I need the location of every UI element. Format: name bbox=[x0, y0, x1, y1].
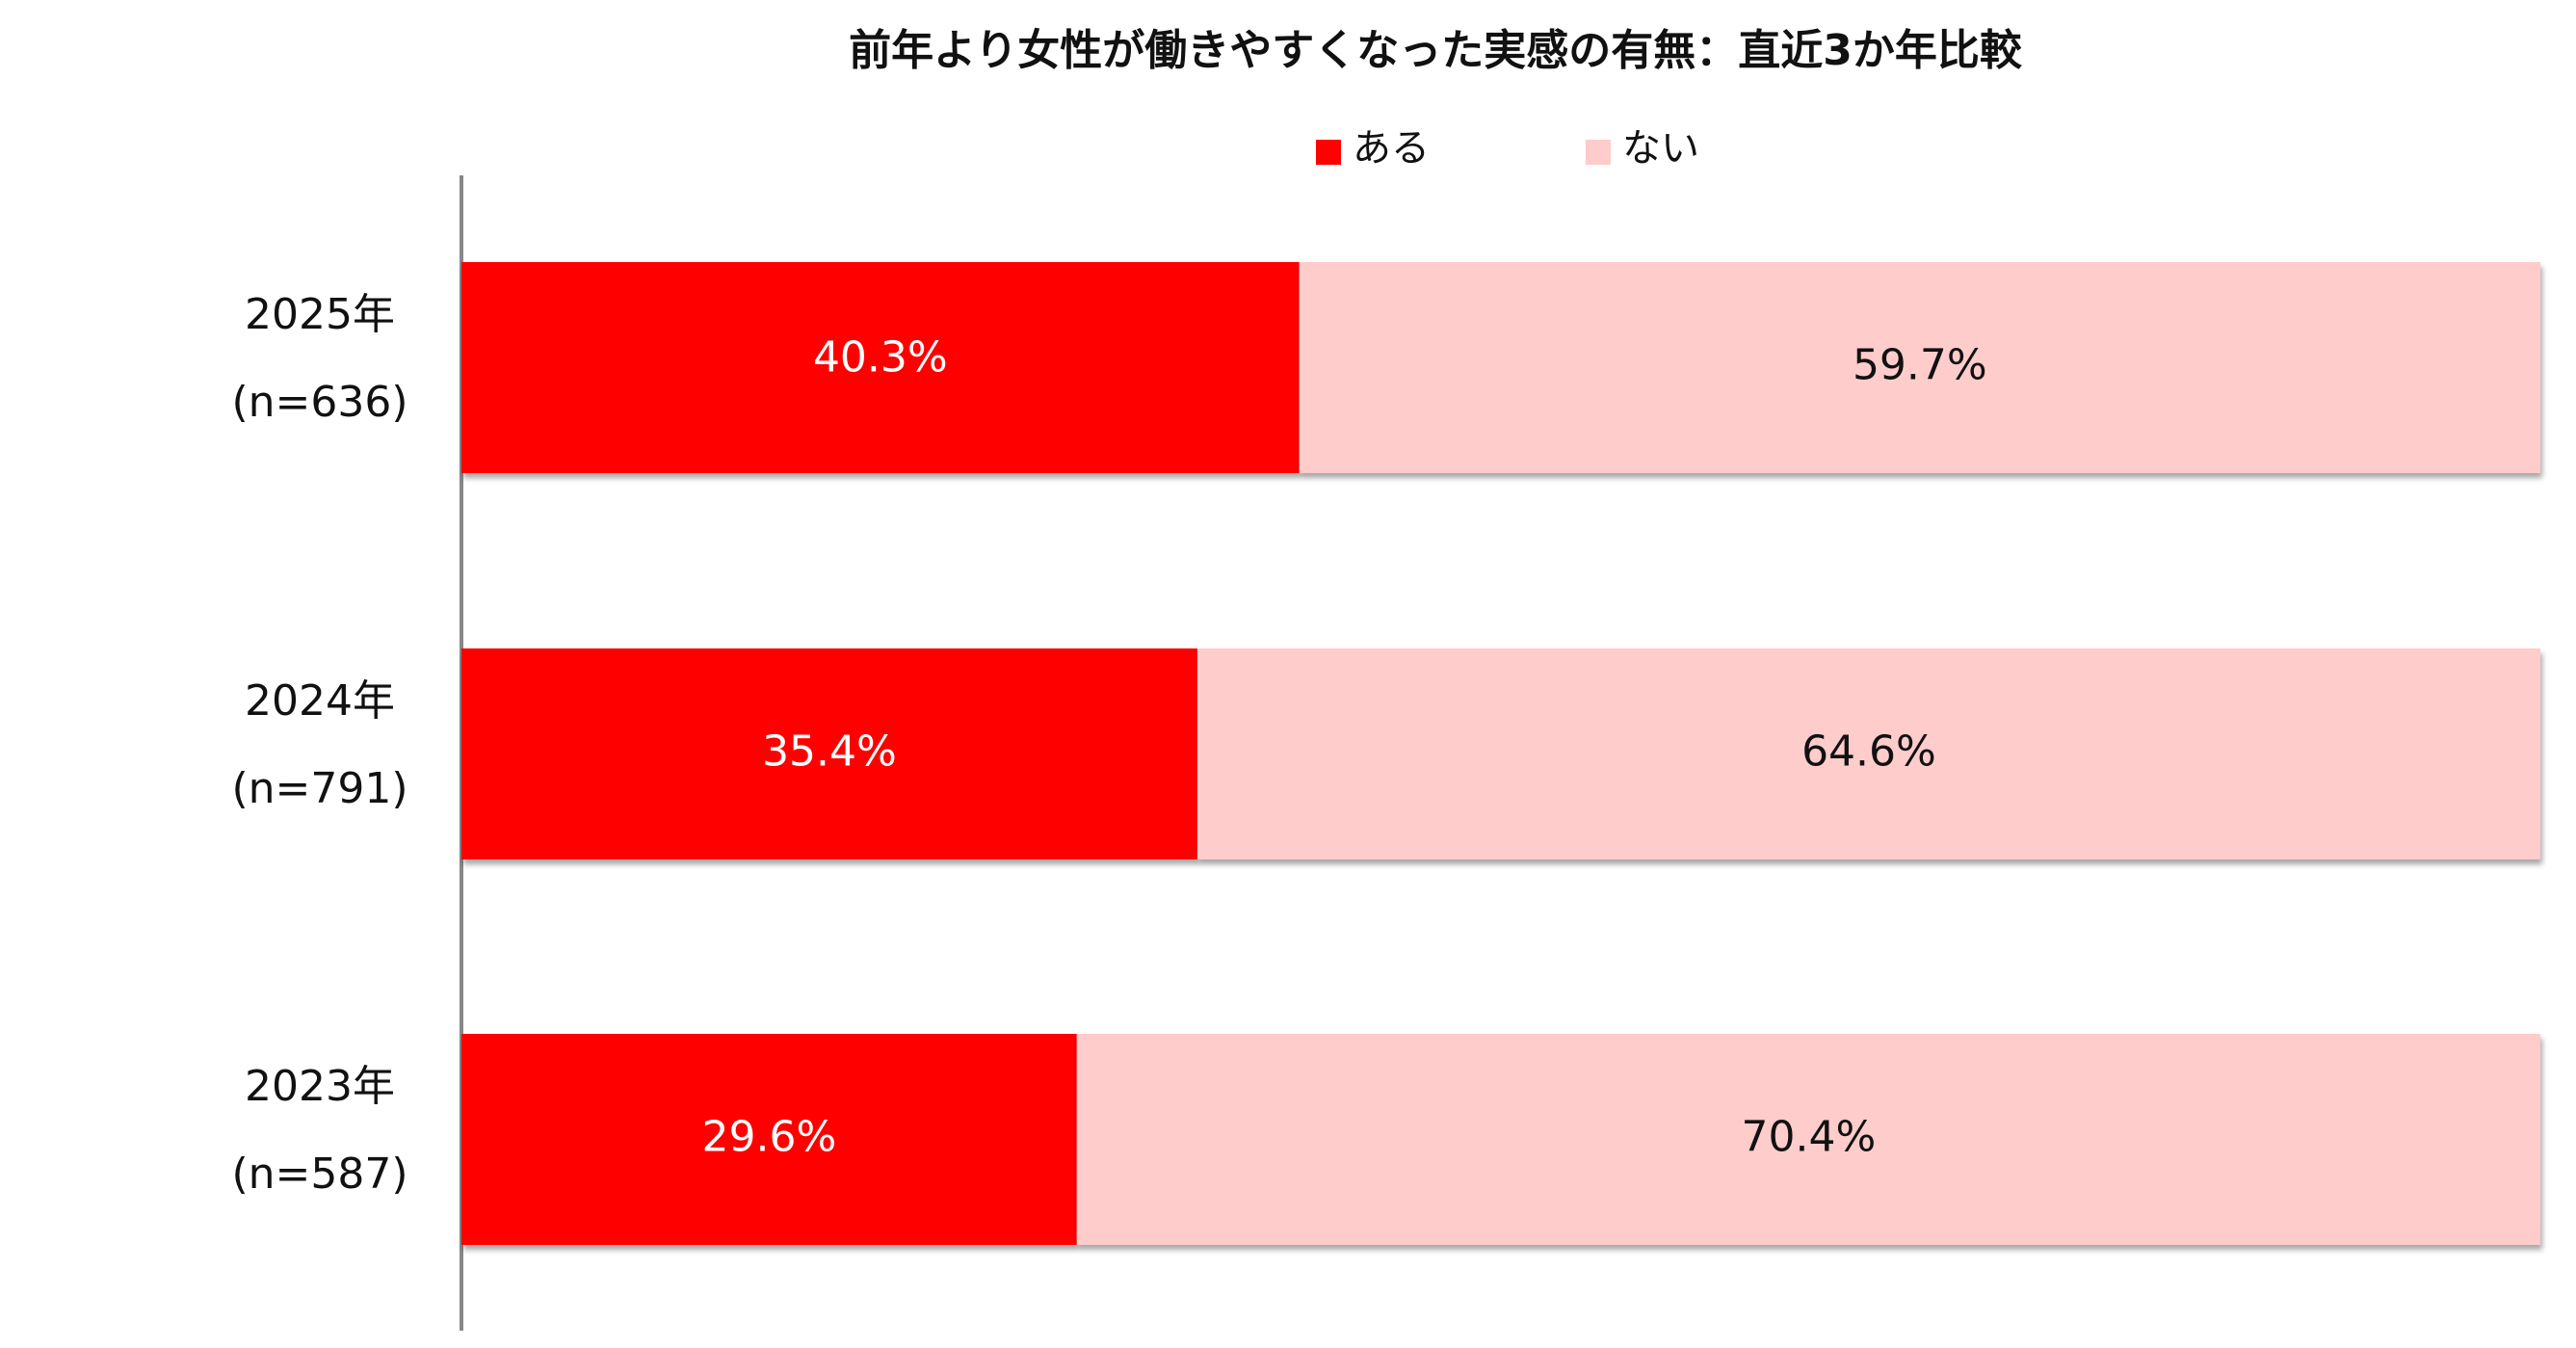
legend-label: ある bbox=[1353, 126, 1430, 171]
value-label: 40.3% bbox=[813, 333, 948, 383]
legend-swatch bbox=[1586, 140, 1611, 165]
value-label: 29.6% bbox=[701, 1113, 836, 1162]
bar-segment bbox=[1299, 262, 2540, 473]
category-label: 2025年 bbox=[245, 290, 395, 339]
value-label: 64.6% bbox=[1801, 727, 1936, 777]
value-label: 35.4% bbox=[762, 727, 897, 777]
bar-segment bbox=[461, 262, 1300, 473]
sample-size-label: (n=636) bbox=[231, 378, 407, 427]
value-label: 59.7% bbox=[1853, 341, 1987, 390]
sample-size-label: (n=587) bbox=[231, 1150, 407, 1199]
bar-segment bbox=[461, 648, 1197, 859]
sample-size-label: (n=791) bbox=[231, 764, 407, 813]
legend-swatch bbox=[1316, 140, 1341, 165]
legend-label: ない bbox=[1622, 126, 1699, 171]
bar-segment bbox=[461, 1034, 1077, 1245]
bar-segment bbox=[1196, 648, 2540, 859]
chart-title: 前年より女性が働きやすくなった実感の有無：直近3か年比較 bbox=[849, 26, 2023, 75]
bar-segment bbox=[1076, 1034, 2540, 1245]
category-label: 2023年 bbox=[245, 1062, 395, 1111]
category-label: 2024年 bbox=[245, 676, 395, 726]
value-label: 70.4% bbox=[1741, 1113, 1876, 1162]
